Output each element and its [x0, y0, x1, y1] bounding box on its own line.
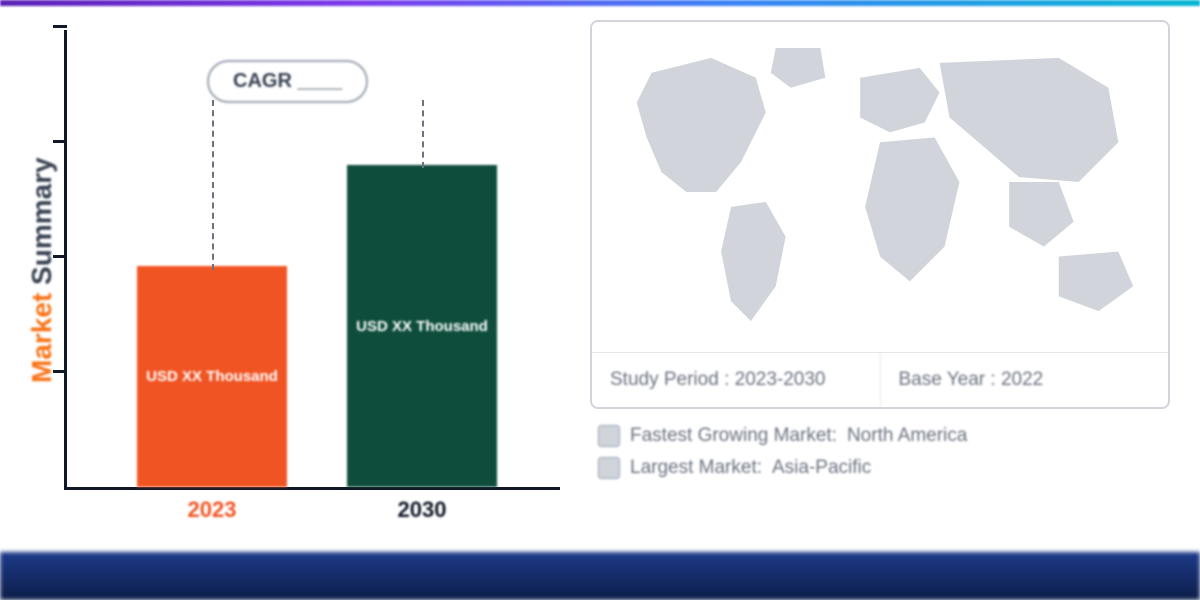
legend-swatch-icon — [598, 457, 620, 479]
meta-row: Study Period : 2023-2030 Base Year : 202… — [592, 352, 1168, 407]
bar-2023: USD XX Thousand — [137, 266, 287, 487]
base-year-value: 2022 — [1001, 369, 1043, 390]
legend-row-0: Fastest Growing Market: North America — [598, 425, 1162, 447]
landmass — [865, 137, 959, 281]
y-tick — [53, 370, 67, 373]
ylabel-word-b: Summary — [26, 157, 57, 285]
bar-chart-panel: Market Summary CAGR ____ USD XX Thousand… — [20, 20, 560, 520]
chart-plot-area: CAGR ____ USD XX Thousand2023USD XX Thou… — [64, 30, 560, 490]
landmass — [1059, 252, 1133, 312]
map-card: Study Period : 2023-2030 Base Year : 202… — [590, 20, 1170, 409]
landmass — [940, 58, 1119, 182]
legend-swatch-icon — [598, 425, 620, 447]
landmass — [1009, 182, 1074, 247]
legend-value: North America — [847, 425, 967, 447]
y-tick — [53, 25, 67, 28]
legend-row-1: Largest Market: Asia-Pacific — [598, 457, 1162, 479]
map-panel: Study Period : 2023-2030 Base Year : 202… — [590, 20, 1170, 530]
x-category-2030: 2030 — [347, 497, 497, 523]
base-year-label: Base Year : — [899, 369, 996, 390]
landmass — [721, 202, 786, 321]
y-tick — [53, 140, 67, 143]
landmass — [860, 68, 939, 133]
landmass — [637, 58, 766, 192]
main-content: Market Summary CAGR ____ USD XX Thousand… — [0, 0, 1200, 540]
legend-label: Fastest Growing Market: — [630, 425, 837, 447]
x-category-2023: 2023 — [137, 497, 287, 523]
cagr-dash-right — [422, 100, 424, 168]
world-map-svg — [592, 22, 1168, 352]
legend-value: Asia-Pacific — [772, 457, 871, 479]
study-period-value: 2023-2030 — [735, 369, 826, 390]
world-map — [592, 22, 1168, 352]
cagr-annotation: CAGR ____ — [207, 60, 368, 103]
study-period-cell: Study Period : 2023-2030 — [592, 353, 880, 407]
study-period-label: Study Period : — [610, 369, 729, 390]
y-tick — [53, 255, 67, 258]
cagr-label: CAGR ____ — [233, 70, 342, 92]
bar-2030: USD XX Thousand — [347, 165, 497, 487]
y-axis-label: Market Summary — [20, 20, 64, 520]
legend-label: Largest Market: — [630, 457, 762, 479]
top-gradient-strip — [0, 0, 1200, 6]
cagr-dash-left — [212, 100, 214, 270]
landmass — [771, 48, 826, 88]
legend: Fastest Growing Market: North America Lar… — [590, 409, 1170, 479]
base-year-cell: Base Year : 2022 — [880, 353, 1169, 407]
footer-bar — [0, 552, 1200, 600]
